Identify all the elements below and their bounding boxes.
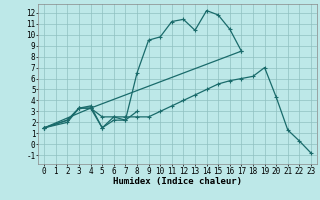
X-axis label: Humidex (Indice chaleur): Humidex (Indice chaleur) [113, 177, 242, 186]
